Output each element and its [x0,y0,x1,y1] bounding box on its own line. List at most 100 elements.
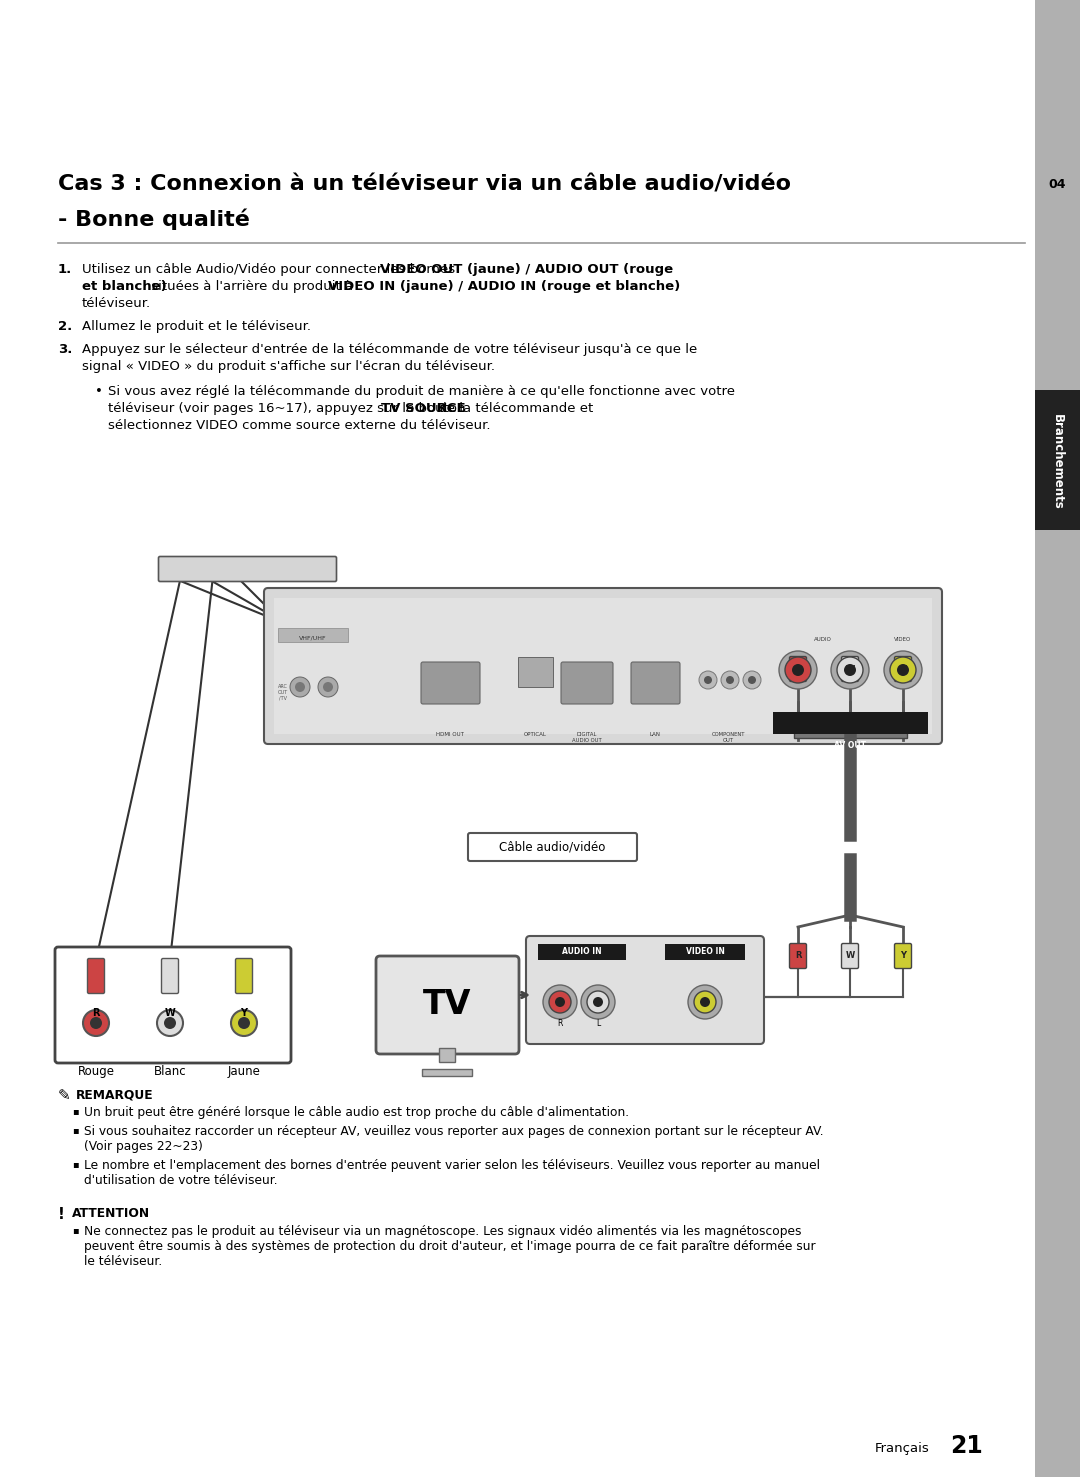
FancyBboxPatch shape [468,833,637,861]
Text: •: • [95,385,103,397]
Circle shape [588,991,609,1013]
FancyBboxPatch shape [789,944,807,969]
Circle shape [688,985,723,1019]
Circle shape [295,682,305,693]
Circle shape [157,1010,183,1035]
Text: Le nombre et l'emplacement des bornes d'entrée peuvent varier selon les télévise: Le nombre et l'emplacement des bornes d'… [84,1159,820,1173]
Bar [518,657,553,687]
Text: AUDIO IN: AUDIO IN [563,948,602,957]
Text: ▪: ▪ [72,1125,79,1134]
Bar [278,628,348,642]
FancyBboxPatch shape [421,662,480,705]
FancyBboxPatch shape [376,956,519,1055]
Text: téléviseur.: téléviseur. [82,297,151,310]
Circle shape [549,991,571,1013]
Text: VHF/UHF: VHF/UHF [299,635,327,640]
Text: TV SOURCE: TV SOURCE [381,402,465,415]
Circle shape [581,985,615,1019]
Text: ✎: ✎ [58,1089,71,1103]
Text: W: W [846,951,854,960]
FancyBboxPatch shape [162,959,178,994]
Text: Français: Français [875,1442,930,1455]
Text: Cas 3 : Connexion à un téléviseur via un câble audio/vidéo: Cas 3 : Connexion à un téléviseur via un… [58,174,791,195]
Text: 2.: 2. [58,321,72,332]
Circle shape [792,665,804,676]
Text: 3.: 3. [58,343,72,356]
Text: Ne connectez pas le produit au téléviseur via un magnétoscope. Les signaux vidéo: Ne connectez pas le produit au téléviseu… [84,1224,801,1238]
Bar [1035,0,1080,1477]
Circle shape [897,665,909,676]
FancyBboxPatch shape [841,656,859,681]
Bar [794,718,907,738]
Text: Blanc: Blanc [153,1065,187,1078]
Circle shape [748,676,756,684]
Text: R: R [795,951,801,960]
FancyBboxPatch shape [87,959,105,994]
Text: R: R [92,1007,99,1018]
Text: DIGITAL
AUDIO OUT: DIGITAL AUDIO OUT [572,733,602,743]
Bar [1035,390,1080,530]
Text: Y: Y [900,665,906,674]
Text: Utilisez un câble Audio/Vidéo pour connecter les bornes: Utilisez un câble Audio/Vidéo pour conne… [82,263,459,276]
Text: Jaune: Jaune [228,1065,260,1078]
Text: Y: Y [900,951,906,960]
Bar [773,712,928,734]
FancyBboxPatch shape [561,662,613,705]
Text: AV OUT: AV OUT [834,740,866,749]
Text: - Bonne qualité: - Bonne qualité [58,210,249,230]
Text: 04: 04 [1049,179,1066,192]
FancyBboxPatch shape [55,947,291,1063]
Circle shape [890,657,916,682]
Text: W: W [846,665,854,674]
Text: peuvent être soumis à des systèmes de protection du droit d'auteur, et l'image p: peuvent être soumis à des systèmes de pr… [84,1241,815,1252]
Text: Câble audio/vidéo: Câble audio/vidéo [499,840,606,854]
Text: le téléviseur.: le téléviseur. [84,1255,162,1267]
Text: de la télécommande et: de la télécommande et [434,402,593,415]
Text: VIDEO IN: VIDEO IN [686,948,725,957]
Text: ▪: ▪ [72,1224,79,1235]
FancyBboxPatch shape [235,959,253,994]
FancyBboxPatch shape [894,944,912,969]
Bar [438,1049,455,1062]
Text: ▪: ▪ [72,1159,79,1168]
Circle shape [291,676,310,697]
Bar [422,1069,472,1077]
FancyBboxPatch shape [159,557,337,582]
Text: COMPONENT
OUT: COMPONENT OUT [712,733,745,743]
Text: 1.: 1. [58,263,72,276]
Text: 21: 21 [950,1434,983,1458]
Text: VIDEO: VIDEO [894,637,912,642]
Text: OPTICAL: OPTICAL [524,733,546,737]
Text: Si vous avez réglé la télécommande du produit de manière à ce qu'elle fonctionne: Si vous avez réglé la télécommande du pr… [108,385,735,397]
Text: sélectionnez VIDEO comme source externe du téléviseur.: sélectionnez VIDEO comme source externe … [108,419,490,431]
Text: téléviseur (voir pages 16~17), appuyez sur le bouton: téléviseur (voir pages 16~17), appuyez s… [108,402,470,415]
Circle shape [699,671,717,688]
Text: Appuyez sur le sélecteur d'entrée de la télécommande de votre téléviseur jusqu'à: Appuyez sur le sélecteur d'entrée de la … [82,343,698,356]
FancyBboxPatch shape [894,656,912,681]
Text: L: L [596,1019,600,1028]
Text: Branchements: Branchements [1051,414,1064,510]
Text: R: R [557,1019,563,1028]
Text: AUDIO: AUDIO [814,637,832,642]
Circle shape [700,997,710,1007]
Text: Un bruit peut être généré lorsque le câble audio est trop proche du câble d'alim: Un bruit peut être généré lorsque le câb… [84,1106,630,1120]
Text: R: R [795,665,801,674]
Text: W: W [164,1007,175,1018]
FancyBboxPatch shape [841,944,859,969]
Circle shape [843,665,856,676]
FancyBboxPatch shape [631,662,680,705]
Circle shape [555,997,565,1007]
Circle shape [721,671,739,688]
Circle shape [785,657,811,682]
Circle shape [231,1010,257,1035]
Circle shape [779,651,816,688]
Text: d'utilisation de votre téléviseur.: d'utilisation de votre téléviseur. [84,1174,278,1188]
Circle shape [726,676,734,684]
Text: ▪: ▪ [72,1106,79,1117]
Circle shape [743,671,761,688]
Circle shape [831,651,869,688]
Text: (Voir pages 22~23): (Voir pages 22~23) [84,1140,203,1154]
Text: et blanche): et blanche) [82,281,166,292]
Circle shape [318,676,338,697]
Text: VIDEO OUT (jaune) / AUDIO OUT (rouge: VIDEO OUT (jaune) / AUDIO OUT (rouge [380,263,673,276]
